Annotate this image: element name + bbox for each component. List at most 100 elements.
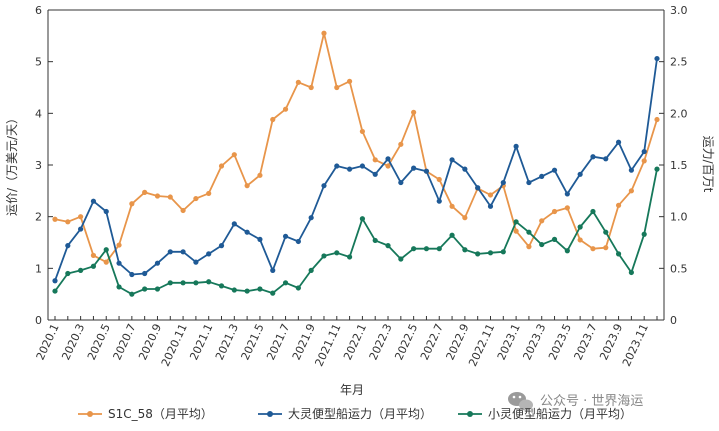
series-3-point	[385, 243, 391, 249]
right-y-ticks: 0 0.5 1.0 1.5 2.0 2.5 3.0	[659, 4, 688, 327]
series-1-point	[641, 158, 647, 164]
right-y-tick-label: 0	[670, 314, 677, 327]
right-y-axis-title: 运力/百万t	[701, 136, 715, 193]
series-3-point	[603, 229, 609, 235]
series-3-point	[590, 208, 596, 215]
series-3-point	[526, 229, 532, 235]
legend-marker	[267, 411, 273, 417]
series-3-point	[218, 283, 225, 289]
series-1-point	[180, 207, 186, 214]
x-tick-label: 2020.9	[136, 322, 164, 362]
series-2-point	[641, 148, 647, 155]
series-3-point	[282, 280, 289, 286]
left-y-tick-label: 1	[35, 262, 42, 275]
x-tick-label: 2022.1	[341, 322, 369, 362]
series-3-point	[180, 280, 186, 286]
series-2-point	[65, 243, 71, 249]
series-2-point	[615, 139, 622, 145]
series-2-point	[359, 163, 366, 169]
series-3-point	[398, 256, 404, 262]
series-3-point	[244, 288, 250, 294]
left-y-axis-title: 运价/（万美元/天）	[5, 112, 19, 216]
series-3-point	[436, 246, 442, 252]
series-1-point	[539, 218, 545, 224]
right-y-tick-label: 1.5	[670, 159, 688, 172]
x-tick-label: 2023.7	[572, 322, 600, 362]
series-2-point	[500, 179, 506, 186]
series-2-point	[270, 267, 276, 273]
x-tick-label: 2022.3	[367, 322, 395, 362]
series-1-point	[52, 216, 58, 222]
series-1-point	[231, 152, 237, 158]
series-group	[52, 30, 660, 297]
series-3-point	[539, 241, 545, 248]
series-1-point	[654, 116, 660, 123]
series-2-point	[52, 278, 58, 284]
x-tick-label: 2020.3	[59, 322, 87, 362]
legend-label: S1C_58（月平均）	[108, 407, 213, 421]
series-1-point	[513, 228, 519, 234]
series-1-point	[257, 172, 263, 178]
series-1-point	[308, 84, 314, 91]
series-3-point	[346, 254, 353, 260]
series-1-point	[346, 78, 353, 84]
legend-label: 大灵便型船运力（月平均）	[288, 407, 432, 421]
x-tick-label: 2021.9	[290, 322, 318, 362]
legend: S1C_58（月平均） 大灵便型船运力（月平均） 小灵便型船运力（月平均）	[78, 407, 632, 421]
x-tick-label: 2021.1	[187, 322, 215, 362]
x-ticks: 2020.12020.32020.52020.72020.92020.11202…	[34, 316, 658, 369]
series-1-point	[577, 237, 583, 243]
series-3-point	[206, 279, 212, 285]
series-1-point	[615, 202, 622, 208]
series-2-point	[577, 171, 583, 177]
series-3-point	[654, 166, 660, 172]
series-3-point	[551, 236, 558, 242]
series-2-point	[564, 191, 570, 197]
series-3-point	[423, 246, 430, 252]
series-1-point	[628, 188, 634, 194]
series-2-point	[372, 171, 378, 177]
series-2-point	[334, 163, 340, 169]
x-tick-label: 2022.7	[418, 322, 446, 362]
series-3-point	[308, 267, 314, 273]
series-1-point	[116, 242, 122, 248]
x-tick-label: 2022.5	[392, 322, 420, 362]
series-2-point	[193, 259, 199, 265]
series-3-point	[577, 224, 583, 230]
series-2-point	[423, 168, 430, 174]
series-1-point	[334, 84, 340, 91]
series-1-point	[359, 128, 366, 135]
series-1-point	[526, 244, 532, 250]
x-tick-label: 2020.5	[85, 322, 113, 362]
series-1-point	[603, 245, 609, 251]
series-3-point	[167, 280, 173, 286]
series-2-point	[436, 198, 442, 204]
series-3-point	[334, 250, 340, 256]
series-2-point	[308, 215, 314, 221]
series-2-point	[116, 260, 122, 266]
series-3-point	[615, 251, 622, 257]
series-1-point	[78, 214, 84, 220]
series-3-point	[257, 286, 263, 292]
series-1-point	[129, 201, 135, 207]
series-2-point	[475, 185, 481, 191]
series-2-point	[628, 167, 634, 173]
right-y-tick-label: 3.0	[670, 4, 688, 17]
right-y-tick-label: 2.0	[670, 107, 688, 120]
series-3-point	[103, 247, 109, 253]
series-3-point	[487, 250, 494, 256]
series-2-point	[295, 238, 301, 245]
left-y-tick-label: 5	[35, 56, 42, 69]
series-2-point	[257, 236, 263, 242]
x-tick-label: 2023.9	[597, 322, 625, 362]
series-2-point	[539, 173, 545, 179]
series-3-point	[564, 248, 570, 254]
legend-marker	[467, 411, 473, 417]
series-3-point	[90, 263, 97, 269]
watermark-text: 公众号 · 世界海运	[540, 394, 643, 409]
series-3-point	[449, 232, 455, 238]
right-y-tick-label: 1.0	[670, 211, 688, 224]
series-1-point	[244, 183, 250, 189]
series-2-point	[551, 167, 558, 173]
